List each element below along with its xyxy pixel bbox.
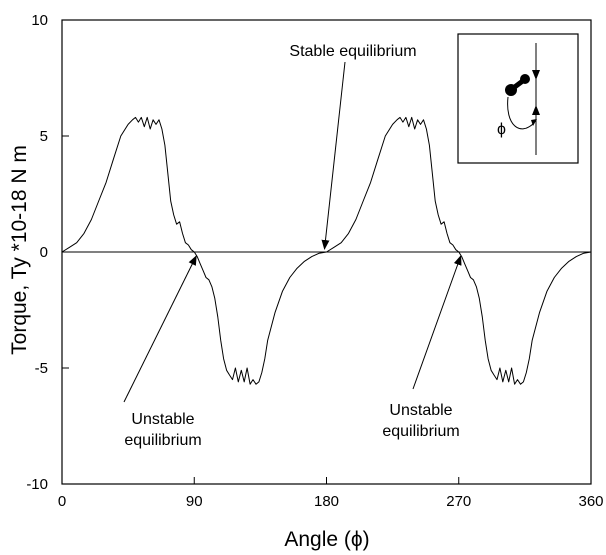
x-tick-label: 360 xyxy=(578,493,603,510)
y-tick-label: 5 xyxy=(40,128,48,145)
x-tick-label: 180 xyxy=(314,493,339,510)
y-tick-label: 10 xyxy=(31,12,48,29)
annotation-text-unstable-1: equilibrium xyxy=(124,432,201,449)
inset-arc-arrow-icon xyxy=(531,119,537,126)
dumbbell-ball-right xyxy=(520,74,530,84)
annotation-text-unstable-2: equilibrium xyxy=(382,423,459,440)
y-tick-label: 0 xyxy=(40,244,48,261)
x-axis-title: Angle (ϕ) xyxy=(284,528,369,551)
annotation-arrow-unstable-2 xyxy=(412,255,462,390)
annotation-text-unstable-1: Unstable xyxy=(131,411,194,428)
inset-angle-arc xyxy=(507,96,535,130)
annotation-arrow-unstable-1 xyxy=(123,255,197,403)
inset-arrow-up-icon xyxy=(532,105,540,115)
inset-box xyxy=(457,33,579,164)
x-tick-label: 270 xyxy=(446,493,471,510)
annotation-text-unstable-2: Unstable xyxy=(389,402,452,419)
annotation-arrow-stable xyxy=(321,61,346,250)
x-tick-label: 90 xyxy=(186,493,203,510)
torque-series-line xyxy=(61,116,592,385)
y-axis-title: Torque, Ty *10-18 N m xyxy=(8,145,31,355)
dumbbell-ball-left xyxy=(505,84,517,96)
annotation-text-stable: Stable equilibrium xyxy=(289,43,416,60)
inset-angle-symbol: ϕ xyxy=(497,121,506,138)
y-tick-label: -10 xyxy=(26,476,48,493)
inset-arrow-down-icon xyxy=(532,70,540,80)
x-tick-label: 0 xyxy=(58,493,66,510)
y-tick-label: -5 xyxy=(35,360,48,377)
